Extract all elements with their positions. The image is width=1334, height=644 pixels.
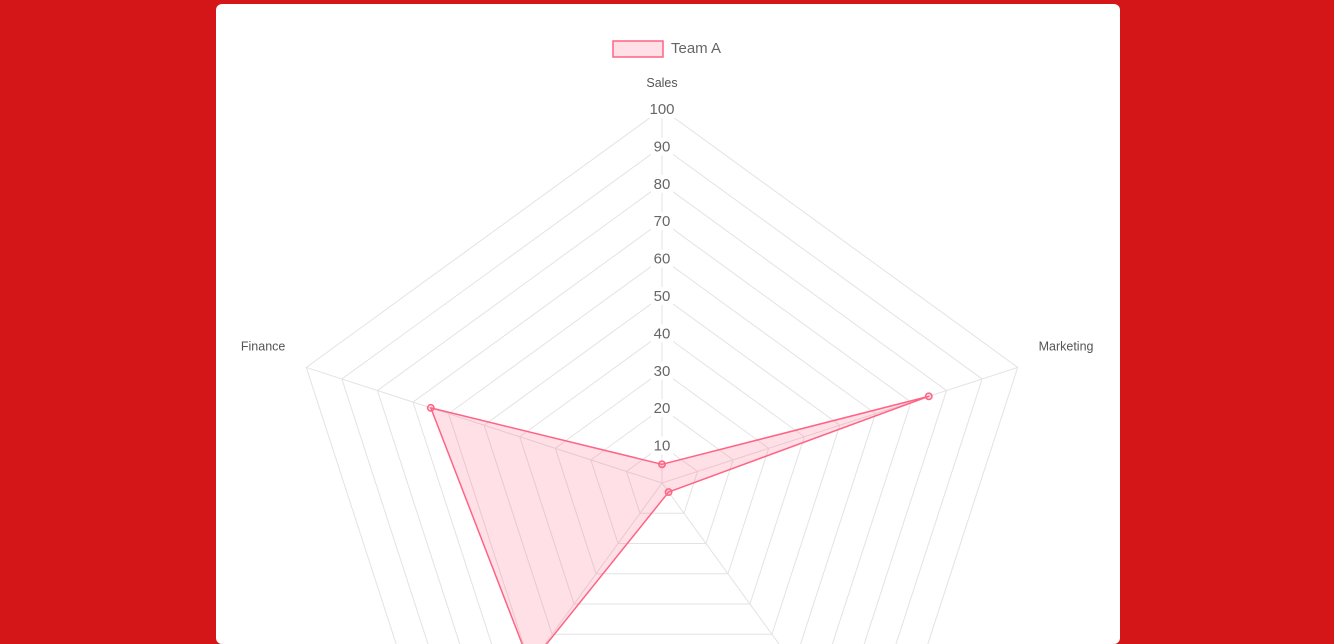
tick-label-30: 30 bbox=[654, 363, 671, 380]
tick-label-40: 40 bbox=[654, 325, 671, 342]
grid-ring-100 bbox=[305, 108, 1019, 644]
grid-ring-70 bbox=[412, 220, 912, 644]
chart-card: Team A 10 20 30 40 50 60 70 80 90 100 Sales Market… bbox=[216, 4, 1120, 644]
legend[interactable]: Team A bbox=[612, 40, 721, 58]
grid-ring-80 bbox=[376, 183, 948, 644]
data-point-sales[interactable] bbox=[658, 460, 666, 469]
series-area-team-a bbox=[430, 395, 930, 644]
tick-label-20: 20 bbox=[654, 400, 671, 417]
tick-backdrop bbox=[651, 287, 673, 305]
tick-label-10: 10 bbox=[654, 438, 671, 455]
tick-label-60: 60 bbox=[654, 251, 671, 268]
axis-label-sales: Sales bbox=[646, 76, 677, 90]
tick-labels: 10 20 30 40 50 60 70 80 90 100 bbox=[646, 100, 678, 455]
tick-backdrop bbox=[651, 324, 673, 343]
grid-ring-10 bbox=[625, 444, 699, 514]
tick-backdrop bbox=[651, 174, 673, 193]
tick-label-80: 80 bbox=[654, 176, 671, 193]
tick-label-90: 90 bbox=[654, 138, 671, 155]
spoke-finance bbox=[306, 366, 663, 484]
grid-ring-90 bbox=[341, 145, 983, 644]
legend-label-team-a[interactable]: Team A bbox=[671, 40, 721, 57]
legend-swatch-team-a[interactable] bbox=[612, 40, 664, 58]
tick-backdrop bbox=[651, 361, 673, 380]
grid-ring-30 bbox=[554, 370, 770, 575]
tick-backdrop bbox=[651, 436, 673, 455]
data-point-finance[interactable] bbox=[426, 403, 435, 412]
radar-chart: Team A 10 20 30 40 50 60 70 80 90 100 Sales Market… bbox=[241, 40, 1094, 644]
data-point-marketing[interactable] bbox=[924, 392, 933, 401]
series-layer bbox=[426, 392, 933, 644]
grid-ring-20 bbox=[590, 407, 734, 545]
grid-ring-60 bbox=[447, 257, 877, 644]
spoke-development bbox=[661, 482, 780, 644]
spoke-marketing bbox=[661, 366, 1018, 484]
tick-backdrop bbox=[651, 399, 673, 418]
axis-label-finance: Finance bbox=[241, 340, 286, 354]
axis-label-marketing: Marketing bbox=[1039, 340, 1094, 354]
tick-backdrop bbox=[651, 137, 673, 156]
tick-label-100: 100 bbox=[649, 101, 674, 118]
tick-backdrop bbox=[646, 100, 678, 118]
data-point-development[interactable] bbox=[664, 488, 673, 497]
tick-label-50: 50 bbox=[654, 288, 671, 305]
tick-backdrop bbox=[651, 212, 673, 231]
tick-backdrop bbox=[651, 249, 673, 268]
axis-labels: SalesMarketingDevelopmentCustomer Suppor… bbox=[241, 76, 1094, 354]
tick-label-70: 70 bbox=[654, 213, 671, 230]
grid-ring-40 bbox=[519, 332, 805, 605]
